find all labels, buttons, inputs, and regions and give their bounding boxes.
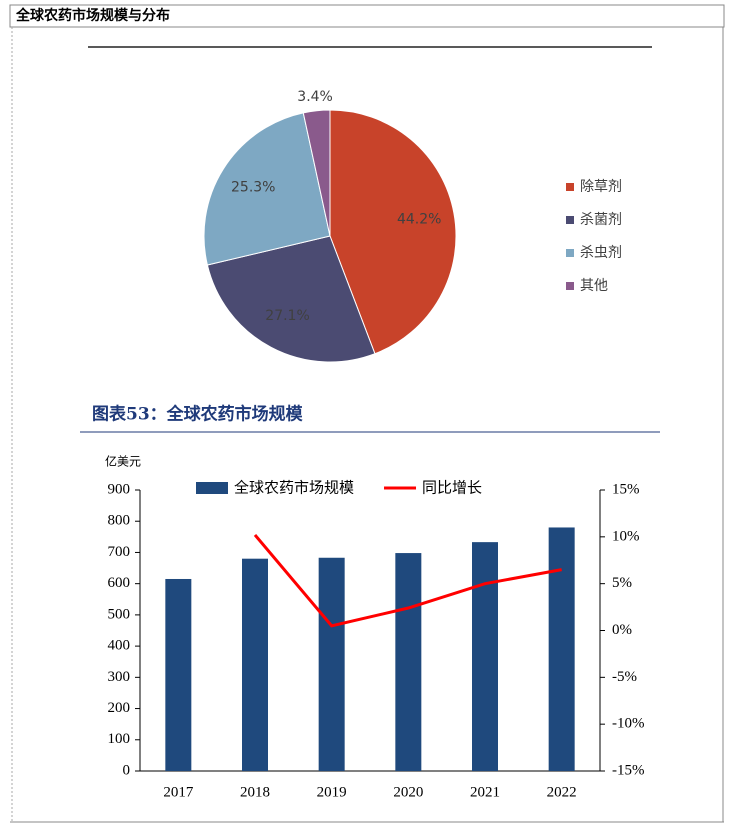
figure-caption: 图表53：全球农药市场规模	[92, 404, 304, 425]
slice-label: 27.1%	[265, 308, 309, 324]
y-tick-label: 700	[108, 544, 131, 560]
bar	[242, 558, 268, 771]
x-tick-label: 2022	[547, 784, 577, 800]
y-tick-label: 400	[108, 638, 131, 654]
legend-label: 杀虫剂	[580, 245, 622, 261]
y-tick-label: 0	[123, 762, 131, 778]
x-tick-label: 2020	[393, 784, 423, 800]
y-tick-label: 100	[108, 731, 131, 747]
legend-label: 其他	[580, 278, 608, 294]
y-tick-label: 800	[108, 513, 131, 529]
header-title: 全球农药市场规模与分布	[15, 7, 170, 24]
legend-label: 同比增长	[422, 479, 482, 497]
line-series	[253, 533, 562, 628]
x-tick-label: 2018	[240, 784, 270, 800]
bar	[318, 557, 345, 771]
slice-label: 25.3%	[231, 180, 275, 196]
y2-tick-label: -10%	[612, 716, 645, 732]
header-box	[9, 4, 725, 28]
legend-label: 杀菌剂	[580, 212, 622, 228]
y2-tick-label: -15%	[612, 762, 645, 778]
legend-swatch	[566, 216, 574, 224]
y-axis-label: 亿美元	[105, 454, 141, 469]
pie-slice	[302, 109, 331, 237]
y-tick-label: 600	[108, 575, 131, 591]
y2-tick-label: 5%	[612, 575, 632, 591]
x-tick-label: 2019	[317, 784, 347, 800]
bar	[165, 578, 192, 771]
bar	[472, 542, 498, 771]
legend-label: 除草剂	[580, 179, 622, 195]
slice-label: 3.4%	[297, 89, 333, 105]
bar	[548, 527, 575, 771]
y2-tick-label: 15%	[612, 481, 640, 497]
y-tick-label: 200	[108, 700, 131, 716]
legend-swatch	[566, 282, 574, 290]
y-tick-label: 300	[108, 669, 131, 685]
y2-tick-label: 0%	[612, 622, 632, 638]
legend-swatch	[566, 183, 574, 191]
legend-swatch	[566, 249, 574, 257]
bar	[395, 553, 422, 771]
x-tick-label: 2017	[163, 784, 194, 800]
pie-slice	[206, 235, 376, 363]
x-tick-label: 2021	[470, 784, 500, 800]
y-tick-label: 500	[108, 606, 131, 622]
legend-swatch	[196, 482, 228, 494]
pie-slice	[203, 112, 331, 266]
slice-label: 44.2%	[397, 212, 441, 228]
y2-tick-label: -5%	[612, 669, 637, 685]
legend-label: 全球农药市场规模	[234, 479, 354, 497]
pie-slice	[329, 109, 457, 355]
y2-tick-label: 10%	[612, 528, 640, 544]
y-tick-label: 900	[108, 481, 131, 497]
